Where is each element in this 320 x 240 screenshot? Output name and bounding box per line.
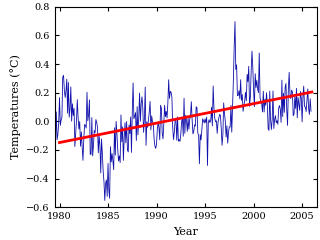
X-axis label: Year: Year <box>173 227 198 237</box>
Y-axis label: Temperatures (°C): Temperatures (°C) <box>10 55 20 159</box>
